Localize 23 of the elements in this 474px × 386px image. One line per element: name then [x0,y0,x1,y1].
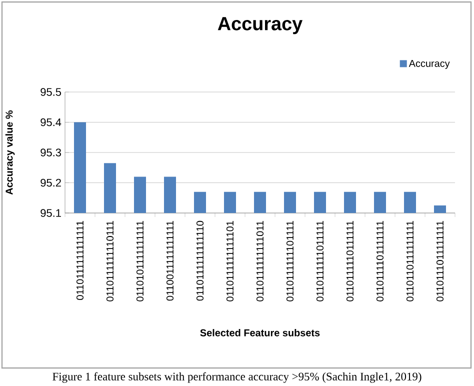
caption: Figure 1 feature subsets with performance accuracy >95% (Sachin Ingle1, 2019) [52,372,422,383]
x-tick-label: 0110111111110111 [106,221,114,302]
chart-title: Accuracy [218,17,303,34]
x-tick-label: 0110111011111111 [436,221,444,302]
x-tick-label: 0110111101111111 [376,221,384,302]
x-tick-label: 0110110111111111 [406,221,414,302]
x-tick-label: 0110101111111111 [136,221,144,302]
y-tick-label: 95.1 [40,209,61,217]
y-tick-label: 95.4 [40,118,62,126]
x-axis-title: Selected Feature subsets [200,329,320,336]
x-tick-label: 0110111111111011 [256,221,264,302]
legend-label: Accuracy [408,60,450,69]
x-tick-label: 0110011111111111 [166,221,174,301]
x-tick-label: 0110111111011111 [316,221,324,302]
x-tick-label: 0110111111111110 [196,220,204,301]
y-axis-title: Accuracy value % [5,110,15,195]
x-tick-label: 0110111111111101 [226,221,234,302]
y-tick-label: 95.2 [40,178,61,187]
x-tick-label: 0110111110111111 [346,221,354,302]
y-tick-label: 95.5 [40,88,62,96]
x-tick-label: 0110111111111111 [76,221,84,300]
y-tick-label: 95.3 [40,148,61,156]
x-tick-label: 0110111111101111 [286,221,294,302]
